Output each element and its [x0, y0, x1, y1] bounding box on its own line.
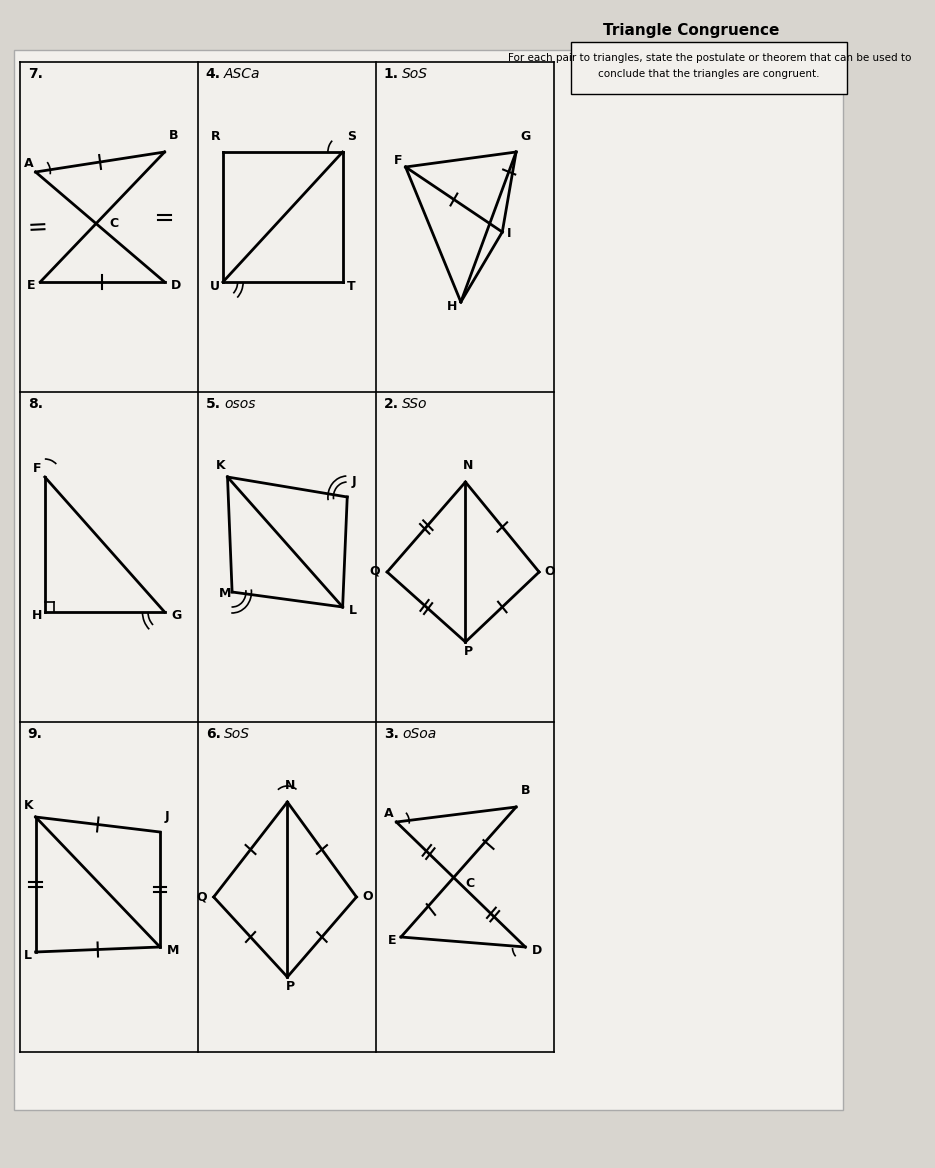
Text: L: L [349, 604, 357, 617]
Text: SSo: SSo [402, 397, 427, 411]
Text: P: P [464, 645, 473, 658]
Text: S: S [347, 130, 356, 142]
Text: H: H [32, 609, 42, 623]
Text: F: F [33, 463, 41, 475]
Text: B: B [521, 784, 530, 797]
Text: 5.: 5. [206, 397, 221, 411]
Text: 3.: 3. [383, 726, 398, 741]
Text: ASCa: ASCa [224, 67, 261, 81]
Text: Triangle Congruence: Triangle Congruence [602, 22, 779, 37]
Text: J: J [165, 809, 169, 823]
Text: F: F [394, 154, 402, 167]
Text: 2.: 2. [383, 397, 398, 411]
Text: N: N [463, 459, 473, 472]
Text: E: E [27, 279, 36, 292]
Text: M: M [166, 944, 179, 957]
Text: A: A [23, 157, 34, 171]
Text: Q: Q [196, 890, 207, 903]
Text: conclude that the triangles are congruent.: conclude that the triangles are congruen… [598, 69, 820, 79]
Text: E: E [388, 934, 396, 947]
Text: U: U [210, 280, 220, 293]
Text: D: D [171, 279, 181, 292]
Text: K: K [23, 799, 34, 812]
Text: I: I [507, 227, 511, 239]
Text: O: O [362, 890, 373, 903]
Text: 7.: 7. [28, 67, 42, 81]
Text: T: T [347, 280, 356, 293]
Text: 1.: 1. [383, 67, 398, 81]
Text: P: P [285, 980, 295, 993]
Text: oSoa: oSoa [402, 726, 437, 741]
Text: SoS: SoS [224, 726, 251, 741]
Text: H: H [447, 300, 457, 313]
Text: K: K [216, 459, 225, 472]
Text: A: A [384, 807, 394, 820]
Text: G: G [171, 609, 181, 623]
Text: O: O [545, 565, 555, 578]
Text: 9.: 9. [28, 726, 42, 741]
Text: D: D [532, 944, 542, 957]
Text: For each pair to triangles, state the postulate or theorem that can be used to: For each pair to triangles, state the po… [508, 53, 911, 63]
Text: J: J [352, 475, 356, 488]
Text: Q: Q [370, 565, 381, 578]
Text: C: C [466, 877, 475, 890]
Text: N: N [285, 779, 295, 792]
Text: osos: osos [224, 397, 255, 411]
Text: C: C [109, 217, 119, 230]
Text: SoS: SoS [402, 67, 428, 81]
Text: M: M [219, 588, 232, 600]
Text: 4.: 4. [206, 67, 221, 81]
Text: 6.: 6. [206, 726, 221, 741]
Text: G: G [521, 130, 531, 142]
Text: 8.: 8. [28, 397, 43, 411]
Text: L: L [23, 948, 32, 962]
Text: B: B [169, 128, 179, 142]
Bar [571, 42, 847, 93]
Text: R: R [211, 130, 221, 142]
